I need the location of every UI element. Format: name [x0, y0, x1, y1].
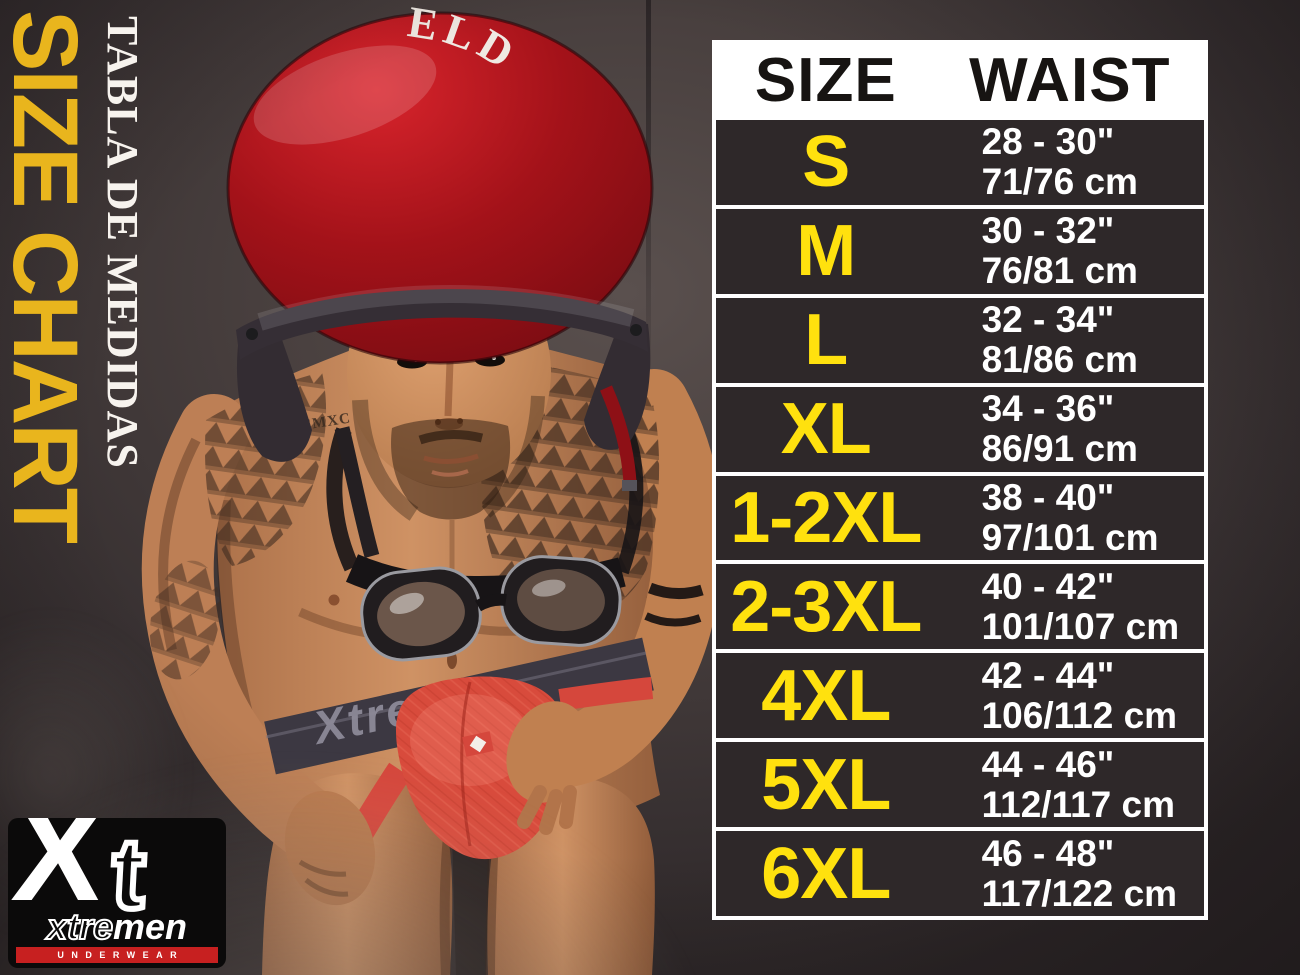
waist-cell: 30 - 32" 76/81 cm [936, 211, 1204, 291]
table-row: 4XL 42 - 44" 106/112 cm [716, 653, 1204, 739]
helmet-ear-flap-right [584, 320, 651, 450]
waist-inches: 32 - 34" [981, 299, 1115, 341]
table-row: 2-3XL 40 - 42" 101/107 cm [716, 564, 1204, 650]
waist-cm: 76/81 cm [981, 250, 1138, 292]
size-cell: S [802, 122, 850, 203]
chin-strap [334, 426, 380, 559]
hands [284, 701, 590, 906]
column-header-size: SIZE [754, 45, 897, 115]
table-row: 6XL 46 - 48" 117/122 cm [716, 831, 1204, 917]
waist-cell: 42 - 44" 106/112 cm [936, 654, 1204, 736]
table-row: M 30 - 32" 76/81 cm [716, 208, 1204, 294]
helmet: ELD [226, 0, 654, 559]
table-row: XL 34 - 36" 86/91 cm [716, 386, 1204, 472]
logo-wordmark: xtremen [8, 906, 226, 947]
waist-cell: 44 - 46" 112/117 cm [936, 743, 1204, 825]
waist-cm: 101/107 cm [981, 605, 1180, 647]
waist-inches: 40 - 42" [981, 565, 1115, 607]
waist-cell: 38 - 40" 97/101 cm [936, 478, 1204, 558]
waist-inches: 28 - 30" [981, 121, 1115, 163]
table-row: L 32 - 34" 81/86 cm [716, 297, 1204, 383]
size-cell: 4XL [761, 655, 891, 736]
helmet-visor [236, 289, 648, 360]
column-header-waist: WAIST [969, 45, 1171, 115]
size-cell: 6XL [761, 833, 891, 914]
waist-cell: 32 - 34" 81/86 cm [936, 300, 1204, 380]
logo-underwear-banner: UNDERWEAR [16, 947, 218, 963]
table-header-row: SIZE WAIST [716, 44, 1204, 116]
model-figure: X-E-MCMXC Xtremen [141, 0, 720, 975]
page-subtitle: TABLA DE MEDIDAS [98, 16, 147, 469]
goggles [326, 427, 644, 662]
red-strap [600, 385, 637, 483]
size-cell: M [796, 211, 856, 292]
table-row: 5XL 44 - 46" 112/117 cm [716, 742, 1204, 828]
size-cell: L [804, 300, 848, 381]
waist-inches: 38 - 40" [981, 477, 1115, 518]
mouth [423, 453, 479, 464]
strap-logo-tab [462, 731, 494, 757]
size-cell: XL [780, 389, 872, 470]
waist-cm: 112/117 cm [981, 783, 1176, 825]
jock-strap-right [558, 677, 654, 711]
waist-cell: 34 - 36" 86/91 cm [936, 389, 1204, 469]
waist-cell: 46 - 48" 117/122 cm [936, 832, 1204, 914]
waist-cm: 81/86 cm [981, 339, 1138, 381]
waist-inches: 42 - 44" [981, 654, 1115, 696]
table-row: S 28 - 30" 71/76 cm [716, 120, 1204, 205]
waist-inches: 34 - 36" [981, 388, 1115, 430]
size-cell: 5XL [761, 744, 891, 825]
waist-cm: 71/76 cm [981, 161, 1138, 203]
size-table: SIZE WAIST S 28 - 30" 71/76 cm M 30 - 32… [712, 40, 1208, 920]
helmet-ear-flap-left [236, 322, 312, 462]
waist-inches: 30 - 32" [981, 210, 1115, 252]
waist-cm: 106/112 cm [981, 694, 1178, 736]
size-cell: 2-3XL [730, 566, 922, 647]
brand-logo: X t xtremen UNDERWEAR [8, 818, 226, 968]
waist-inches: 44 - 46" [981, 743, 1115, 785]
beard [391, 418, 511, 520]
waist-cell: 28 - 30" 71/76 cm [936, 122, 1204, 202]
logo-wordmark-outline: xtre [46, 906, 114, 947]
waist-cm: 117/122 cm [981, 872, 1178, 914]
waist-cm: 97/101 cm [981, 517, 1159, 558]
waist-cell: 40 - 42" 101/107 cm [936, 565, 1204, 647]
page-title: SIZE CHART [0, 10, 96, 542]
size-cell: 1-2XL [730, 478, 922, 558]
logo-wordmark-solid: men [113, 906, 188, 947]
waist-inches: 46 - 48" [981, 832, 1115, 874]
table-row: 1-2XL 38 - 40" 97/101 cm [716, 475, 1204, 561]
waist-cm: 86/91 cm [981, 428, 1138, 470]
